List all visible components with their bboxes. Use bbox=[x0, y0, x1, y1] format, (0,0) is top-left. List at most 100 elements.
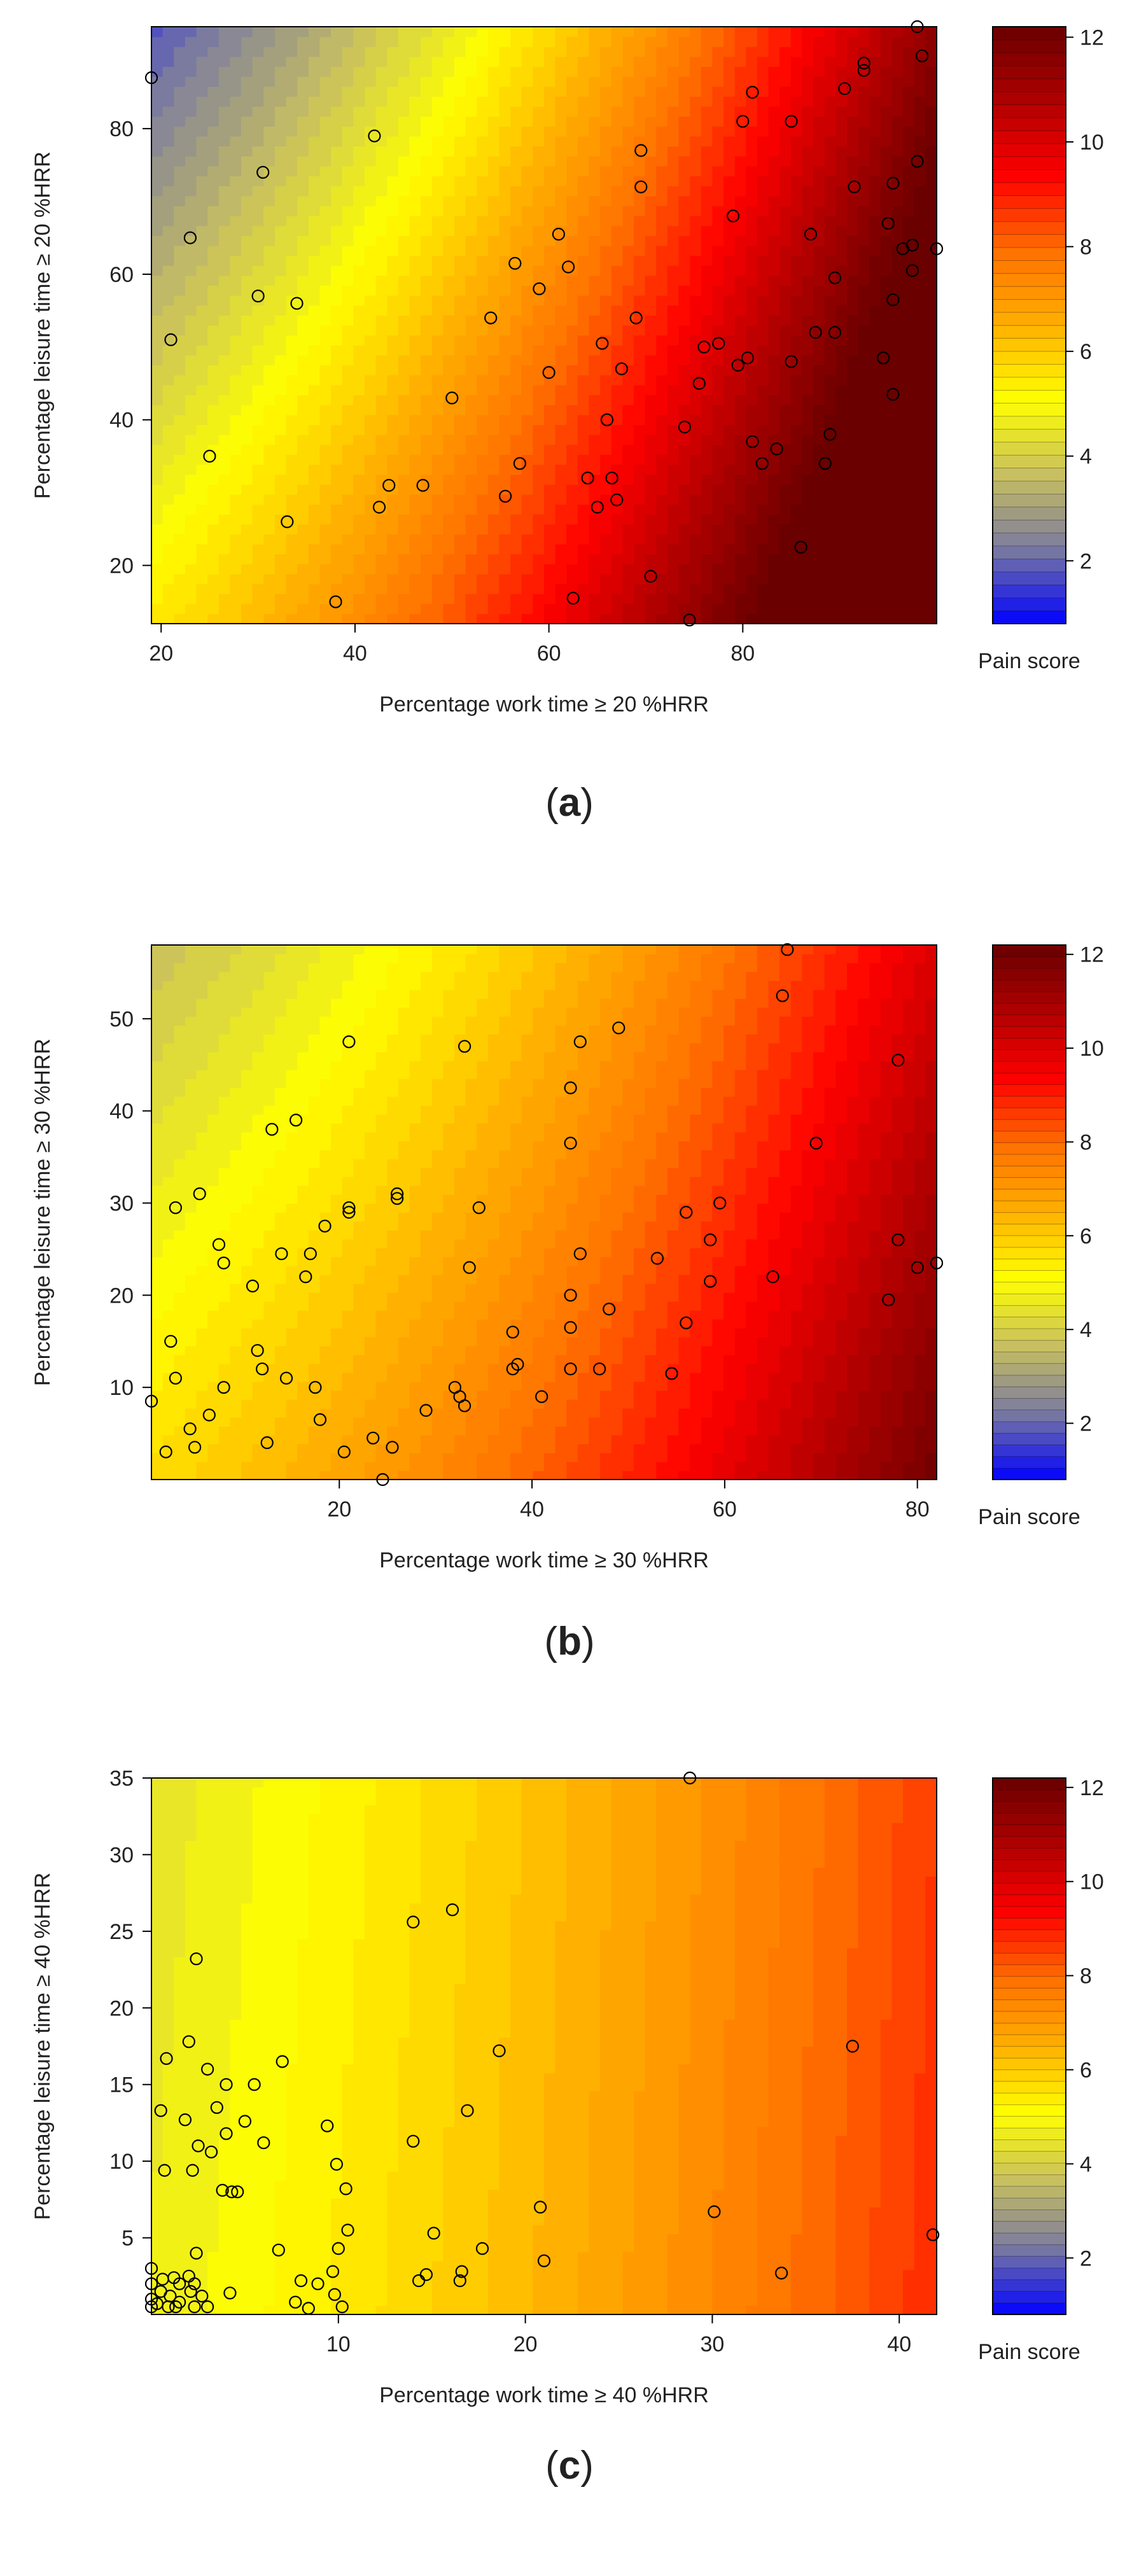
data-point bbox=[857, 64, 870, 77]
data-point bbox=[251, 1344, 264, 1357]
data-point bbox=[342, 1201, 356, 1214]
data-point bbox=[164, 333, 178, 347]
data-point bbox=[552, 227, 566, 241]
data-point bbox=[144, 2277, 158, 2290]
scatter-points bbox=[144, 20, 944, 627]
data-point bbox=[566, 591, 580, 605]
data-point bbox=[332, 2242, 345, 2255]
data-point bbox=[564, 1362, 577, 1376]
data-point bbox=[461, 2104, 474, 2117]
data-point bbox=[341, 2223, 354, 2237]
data-point bbox=[713, 1196, 727, 1210]
data-point bbox=[201, 2300, 214, 2314]
data-point bbox=[891, 1233, 905, 1247]
data-point bbox=[160, 2052, 173, 2065]
data-point bbox=[596, 337, 609, 350]
data-point bbox=[458, 1399, 472, 1413]
data-point bbox=[736, 115, 750, 128]
data-point bbox=[731, 358, 744, 372]
colorbar-label: Pain score bbox=[978, 649, 1080, 673]
data-point bbox=[511, 1357, 524, 1371]
data-point bbox=[158, 2164, 171, 2177]
data-point bbox=[217, 1256, 230, 1270]
x-tick-label: 80 bbox=[905, 1497, 930, 1522]
y-tick-label: 30 bbox=[109, 1192, 134, 1216]
data-point bbox=[190, 1952, 203, 1966]
data-point bbox=[193, 1187, 206, 1201]
panel-label: (c) bbox=[545, 2444, 594, 2488]
data-point bbox=[475, 2242, 489, 2255]
data-point bbox=[212, 1238, 226, 1251]
colorbar-tick-label: 4 bbox=[1080, 2152, 1092, 2176]
data-point bbox=[329, 595, 342, 608]
x-axis: 20 40 60 80 bbox=[327, 1480, 930, 1522]
data-point bbox=[195, 2290, 209, 2303]
data-point bbox=[216, 2183, 229, 2197]
data-point bbox=[313, 1413, 327, 1426]
data-point bbox=[183, 231, 197, 244]
x-axis-label: Percentage work time ≥ 30 %HRR bbox=[379, 1548, 709, 1572]
data-point bbox=[911, 20, 924, 34]
data-point bbox=[256, 165, 270, 179]
data-point bbox=[877, 351, 890, 365]
data-point bbox=[164, 1334, 178, 1348]
data-point bbox=[881, 216, 895, 230]
colorbar-tick-label: 2 bbox=[1080, 549, 1092, 573]
x-tick-label: 30 bbox=[701, 2332, 725, 2356]
data-point bbox=[144, 1394, 158, 1408]
data-point bbox=[318, 1219, 332, 1233]
data-point bbox=[581, 472, 594, 485]
data-point bbox=[390, 1192, 404, 1205]
contour-surface bbox=[151, 1778, 937, 2315]
y-tick-label: 35 bbox=[109, 1767, 134, 1791]
data-point bbox=[882, 1293, 895, 1306]
data-point bbox=[493, 2044, 506, 2057]
data-point bbox=[178, 2113, 192, 2127]
data-point bbox=[202, 1408, 216, 1422]
data-point bbox=[823, 428, 837, 441]
data-point bbox=[592, 1362, 606, 1376]
contour-surface bbox=[151, 27, 937, 624]
data-point bbox=[455, 2265, 468, 2278]
data-point bbox=[564, 1081, 577, 1095]
x-tick-label: 20 bbox=[514, 2332, 538, 2356]
data-point bbox=[309, 1381, 322, 1394]
data-point bbox=[390, 1187, 404, 1201]
data-point bbox=[328, 2288, 342, 2301]
data-point bbox=[169, 1201, 182, 1214]
data-point bbox=[513, 457, 527, 470]
data-point bbox=[272, 2243, 285, 2257]
data-point bbox=[419, 1404, 433, 1417]
data-point bbox=[774, 2266, 788, 2280]
data-point bbox=[290, 1114, 303, 1127]
data-point bbox=[159, 1445, 172, 1459]
data-point bbox=[290, 297, 304, 310]
panel-label: (a) bbox=[545, 781, 594, 825]
data-point bbox=[238, 2115, 251, 2128]
data-point bbox=[828, 271, 842, 284]
data-point bbox=[634, 180, 648, 193]
x-axis: 10 20 30 40 bbox=[326, 2314, 911, 2356]
data-point bbox=[246, 1279, 260, 1293]
y-axis: 5 10 15 20 25 30 35 bbox=[109, 1767, 151, 2251]
data-point bbox=[612, 1021, 625, 1035]
data-point bbox=[251, 290, 265, 303]
x-tick-label: 60 bbox=[713, 1497, 737, 1522]
data-point bbox=[294, 2274, 308, 2288]
y-tick-label: 50 bbox=[109, 1007, 134, 1032]
data-point bbox=[809, 326, 822, 339]
data-point bbox=[680, 1205, 693, 1219]
data-point bbox=[886, 176, 900, 190]
y-tick-label: 20 bbox=[109, 1996, 134, 2020]
y-tick-label: 40 bbox=[109, 409, 134, 433]
y-tick-label: 5 bbox=[122, 2227, 134, 2251]
data-point bbox=[407, 1915, 420, 1929]
data-point bbox=[311, 2277, 325, 2290]
colorbar-tick-label: 12 bbox=[1080, 943, 1104, 967]
data-point bbox=[911, 155, 924, 168]
data-point bbox=[678, 420, 692, 434]
data-point bbox=[886, 388, 900, 401]
colorbar-tick-label: 6 bbox=[1080, 1224, 1092, 1249]
data-point bbox=[818, 457, 832, 470]
data-point bbox=[188, 2277, 201, 2290]
